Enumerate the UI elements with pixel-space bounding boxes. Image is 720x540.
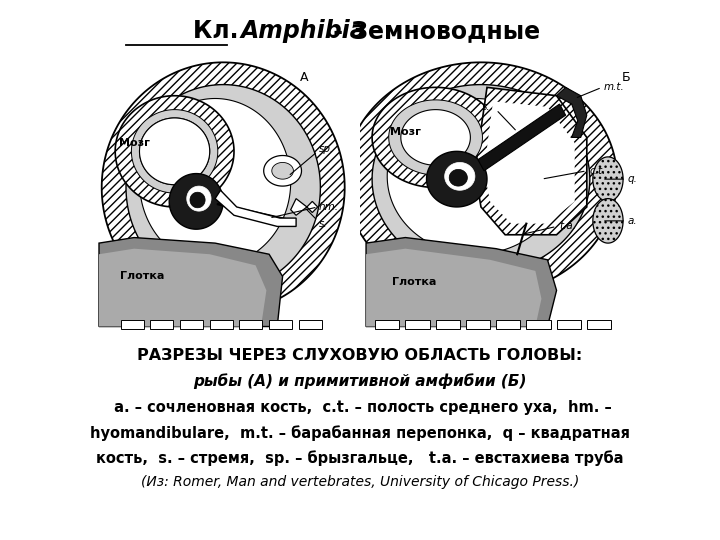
Polygon shape [557, 87, 587, 137]
FancyBboxPatch shape [466, 320, 490, 329]
Text: hm.: hm. [319, 202, 339, 212]
Text: m.t.: m.t. [603, 83, 624, 92]
Polygon shape [449, 170, 467, 186]
FancyBboxPatch shape [587, 320, 611, 329]
FancyBboxPatch shape [240, 320, 262, 329]
FancyBboxPatch shape [557, 320, 581, 329]
Polygon shape [445, 163, 475, 190]
Text: Amphibia: Amphibia [240, 19, 366, 43]
Polygon shape [426, 151, 487, 207]
Polygon shape [99, 238, 283, 327]
Polygon shape [132, 110, 218, 193]
FancyBboxPatch shape [299, 320, 322, 329]
FancyBboxPatch shape [526, 320, 551, 329]
Polygon shape [401, 110, 470, 165]
Polygon shape [484, 102, 575, 224]
Polygon shape [215, 190, 296, 226]
Polygon shape [475, 87, 587, 235]
Text: Мозг: Мозг [119, 138, 150, 148]
FancyBboxPatch shape [375, 320, 400, 329]
Text: A: A [300, 71, 308, 84]
Polygon shape [115, 96, 234, 207]
Text: c.t.: c.t. [590, 166, 606, 176]
Polygon shape [291, 199, 318, 215]
Text: Б: Б [622, 71, 631, 84]
Text: s.: s. [319, 219, 328, 228]
Text: s.: s. [482, 102, 490, 112]
Text: кость,  s. – стремя,  sp. – брызгальце,   t.a. – евстахиева труба: кость, s. – стремя, sp. – брызгальце, t.… [96, 450, 624, 466]
Polygon shape [140, 118, 210, 185]
Polygon shape [345, 62, 617, 296]
Polygon shape [366, 238, 557, 327]
Polygon shape [272, 163, 294, 179]
Polygon shape [387, 98, 562, 254]
Polygon shape [593, 199, 623, 243]
Text: a.: a. [628, 216, 637, 226]
Text: Кл.: Кл. [193, 19, 247, 43]
FancyBboxPatch shape [121, 320, 143, 329]
Text: q.: q. [628, 174, 637, 184]
FancyBboxPatch shape [150, 320, 174, 329]
Text: а. – сочленовная кость,  c.t. – полость среднего уха,  hm. –: а. – сочленовная кость, c.t. – полость с… [109, 400, 611, 415]
Polygon shape [372, 85, 590, 274]
Text: - Земноводные: - Земноводные [325, 19, 541, 43]
Polygon shape [140, 118, 210, 185]
FancyBboxPatch shape [180, 320, 203, 329]
FancyBboxPatch shape [496, 320, 521, 329]
Text: РАЗРЕЗЫ ЧЕРЕЗ СЛУХОВУЮ ОБЛАСТЬ ГОЛОВЫ:: РАЗРЕЗЫ ЧЕРЕЗ СЛУХОВУЮ ОБЛАСТЬ ГОЛОВЫ: [138, 348, 582, 363]
Text: sp.: sp. [319, 144, 334, 153]
Text: (Из: Romer, Man and vertebrates, University of Chicago Press.): (Из: Romer, Man and vertebrates, Univers… [141, 475, 579, 489]
Polygon shape [140, 98, 291, 265]
FancyBboxPatch shape [269, 320, 292, 329]
Polygon shape [186, 186, 211, 211]
Polygon shape [478, 104, 566, 171]
Polygon shape [99, 248, 266, 327]
Polygon shape [389, 100, 482, 175]
FancyBboxPatch shape [405, 320, 430, 329]
Text: Глотка: Глотка [392, 277, 436, 287]
Text: Глотка: Глотка [120, 272, 164, 281]
Polygon shape [126, 85, 320, 291]
Polygon shape [366, 248, 541, 327]
Polygon shape [169, 173, 223, 229]
FancyBboxPatch shape [436, 320, 460, 329]
Text: hyomandibulare,  m.t. – барабанная перепонка,  q – квадратная: hyomandibulare, m.t. – барабанная перепо… [90, 425, 630, 441]
FancyBboxPatch shape [210, 320, 233, 329]
Polygon shape [190, 192, 205, 208]
Polygon shape [593, 157, 623, 201]
Polygon shape [372, 87, 499, 187]
Polygon shape [264, 156, 302, 186]
Text: Мозг: Мозг [390, 127, 420, 137]
Text: рыбы (А) и примитивной амфибии (Б): рыбы (А) и примитивной амфибии (Б) [193, 374, 527, 389]
Polygon shape [102, 62, 345, 313]
Text: t.a.: t.a. [559, 221, 577, 232]
